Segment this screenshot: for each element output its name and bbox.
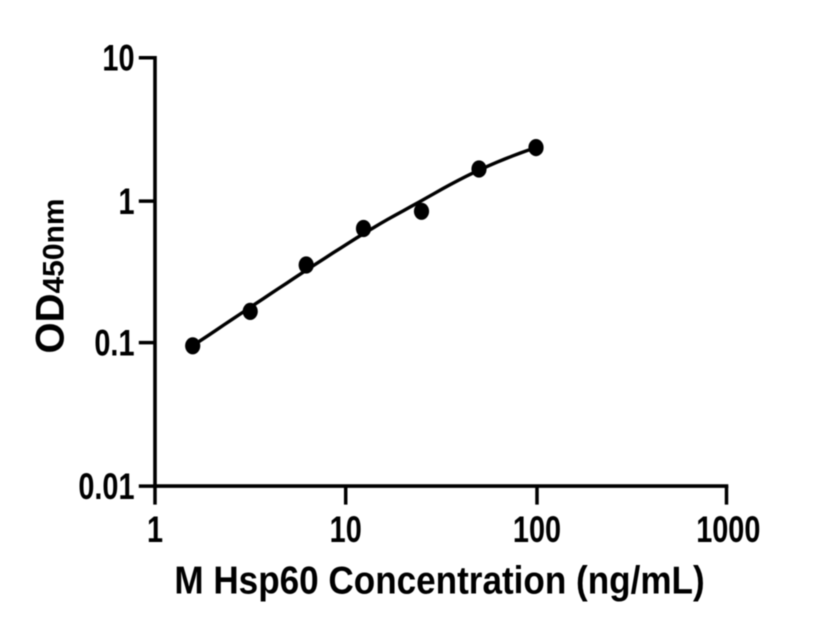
svg-text:0.1: 0.1 [94,323,134,364]
svg-text:1000: 1000 [696,510,760,551]
svg-text:1: 1 [118,181,134,222]
svg-text:10: 10 [330,510,362,551]
svg-text:0.01: 0.01 [78,466,134,507]
svg-text:1: 1 [147,510,163,551]
svg-text:M Hsp60 Concentration (ng/mL): M Hsp60 Concentration (ng/mL) [174,558,704,602]
svg-text:10: 10 [102,38,134,79]
svg-text:100: 100 [513,510,561,551]
